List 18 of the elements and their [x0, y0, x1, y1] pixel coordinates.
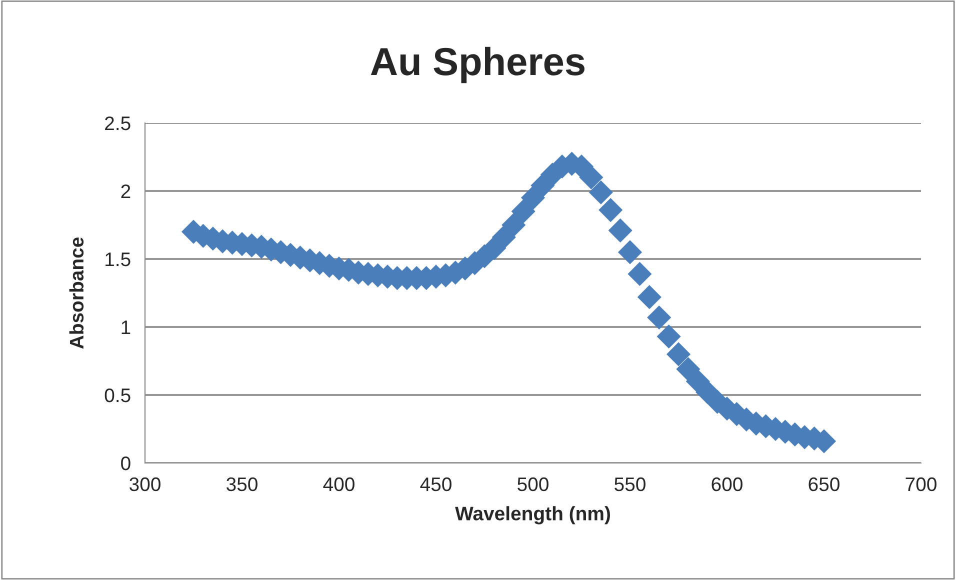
x-tick-label: 700: [906, 477, 936, 492]
x-tick-label: 500: [518, 477, 548, 492]
x-tick-label: 600: [712, 477, 742, 492]
x-tick-label: 300: [130, 477, 160, 492]
y-tick-label: 0: [121, 456, 130, 470]
x-tick-label: 350: [226, 477, 258, 492]
x-axis-title: Wavelength (nm): [455, 506, 610, 524]
y-tick-label: 2: [121, 184, 130, 198]
y-axis-title: Absorbance: [69, 237, 84, 349]
x-tick-label: 400: [323, 477, 354, 492]
x-tick-label: 550: [614, 477, 646, 492]
y-tick-label: 1.5: [106, 252, 130, 266]
x-tick-label: 450: [420, 477, 452, 492]
x-tick-label: 650: [808, 477, 840, 492]
y-tick-label: 1: [122, 320, 130, 334]
y-tick-label: 2.5: [105, 116, 130, 130]
chart-title: Au Spheres: [370, 46, 584, 84]
y-tick-label: 0.5: [104, 388, 130, 402]
